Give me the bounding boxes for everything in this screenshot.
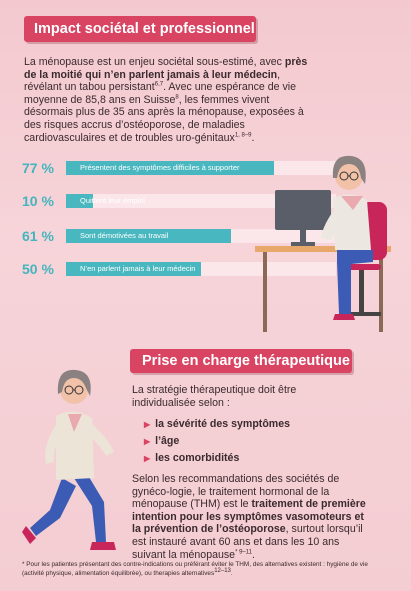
stat-bar xyxy=(66,194,93,208)
arrow-icon: ▶ xyxy=(144,420,151,429)
stat-label: Quittent leur emploi xyxy=(80,196,146,205)
section-title-therapy: Prise en charge thérapeutique xyxy=(130,349,352,373)
stat-track xyxy=(66,194,336,208)
stat-label: Sont démotivées au travail xyxy=(80,231,169,240)
stat-row: 61 % Sont démotivées au travail xyxy=(22,225,336,247)
footnote: * Pour les patientes présentant des cont… xyxy=(22,561,368,577)
arrow-icon: ▶ xyxy=(144,454,151,463)
stat-percent: 61 % xyxy=(22,228,54,244)
stat-row: 77 % Présentent des symptômes difficiles… xyxy=(22,157,336,179)
stat-percent: 10 % xyxy=(22,193,54,209)
criteria-list: ▶ la sévérité des symptômes ▶ l’âge ▶ les c… xyxy=(144,416,290,467)
stat-bar xyxy=(66,161,274,175)
running-woman-illustration xyxy=(22,369,116,550)
stat-bar xyxy=(66,229,231,243)
therapy-paragraph: Selon les recommandations des sociétés d… xyxy=(132,473,366,561)
stat-row: 50 % N’en parlent jamais à leur médecin xyxy=(22,258,336,280)
stat-row: 10 % Quittent leur emploi xyxy=(22,190,336,212)
section-title-impact: Impact sociétal et professionnel xyxy=(24,16,256,42)
list-item: ▶ la sévérité des symptômes xyxy=(144,418,291,430)
list-item: ▶ les comorbidités xyxy=(144,452,240,464)
therapy-intro: La stratégie thérapeutique doit être ind… xyxy=(132,384,297,409)
stat-label: Présentent des symptômes difficiles à su… xyxy=(80,163,240,172)
stat-bar xyxy=(66,262,201,276)
list-item: ▶ l’âge xyxy=(144,435,180,447)
arrow-icon: ▶ xyxy=(144,437,151,446)
impact-paragraph: La ménopause est un enjeu sociétal sous-… xyxy=(24,56,308,144)
stat-percent: 77 % xyxy=(22,160,54,176)
stat-label: N’en parlent jamais à leur médecin xyxy=(80,264,196,273)
woman-at-desk-illustration xyxy=(255,155,391,332)
stat-percent: 50 % xyxy=(22,261,54,277)
